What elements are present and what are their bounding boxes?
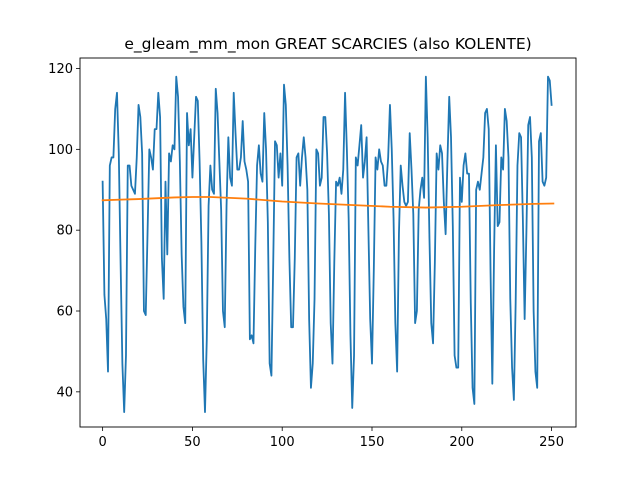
- x-tick-label: 50: [184, 435, 201, 450]
- series-line-monthly: [101, 75, 553, 413]
- y-axis: 40 60 80 100 120: [48, 62, 80, 400]
- x-tick-label: 250: [539, 435, 564, 450]
- y-tick-label: 60: [56, 305, 73, 320]
- x-axis: 0 50 100 150 200 250: [98, 427, 564, 450]
- chart-title: e_gleam_mm_mon GREAT SCARCIES (also KOLE…: [124, 35, 531, 54]
- y-tick-label: 100: [48, 143, 73, 158]
- plot-frame: [79, 57, 577, 428]
- x-tick-label: 100: [270, 435, 295, 450]
- y-tick-label: 40: [56, 385, 73, 400]
- x-tick-label: 0: [98, 435, 106, 450]
- x-tick-label: 150: [360, 435, 385, 450]
- y-tick-label: 80: [56, 224, 73, 239]
- series-line-trend: [101, 196, 555, 209]
- x-tick-label: 200: [449, 435, 474, 450]
- y-tick-label: 120: [48, 62, 73, 77]
- plot-area: [101, 75, 555, 413]
